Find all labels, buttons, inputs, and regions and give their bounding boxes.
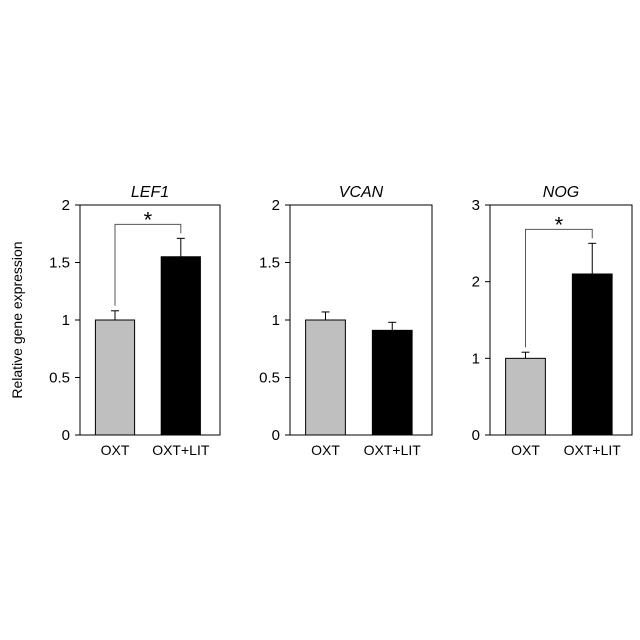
significance-marker: * — [555, 212, 564, 237]
y-axis-label: Relative gene expression — [9, 241, 25, 398]
y-tick-label: 0 — [62, 427, 70, 444]
y-tick-label: 1 — [472, 350, 480, 367]
y-tick-label: 2 — [472, 274, 480, 291]
panel-title: LEF1 — [131, 184, 169, 201]
y-tick-label: 0.5 — [259, 370, 280, 387]
y-tick-label: 0 — [472, 427, 480, 444]
y-tick-label: 1 — [62, 312, 70, 329]
bar-oxt — [506, 358, 546, 435]
y-tick-label: 1 — [272, 312, 280, 329]
panel-title: NOG — [543, 184, 579, 201]
bar-oxt-lit — [372, 330, 412, 435]
panel-title: VCAN — [339, 184, 384, 201]
chart-panel-vcan: VCAN 0 0.5 1 1.5 2 OXT OXT+LIT — [259, 184, 432, 458]
y-tick-label: 2 — [62, 197, 70, 214]
y-tick-label: 0.5 — [49, 370, 70, 387]
bar-oxt-lit — [161, 257, 200, 435]
y-tick-label: 1.5 — [259, 255, 280, 272]
bar-oxt — [306, 320, 346, 435]
category-label: OXT+LIT — [564, 442, 622, 458]
y-tick-label: 3 — [472, 197, 480, 214]
bar-oxt-lit — [572, 274, 612, 435]
y-tick-label: 0 — [272, 427, 280, 444]
category-label: OXT — [101, 442, 130, 458]
y-tick-label: 1.5 — [49, 255, 70, 272]
chart-panel-lef1: LEF1 0 0.5 1 1.5 2 OXT OXT+LIT * — [49, 184, 220, 458]
bar-oxt — [95, 320, 134, 435]
y-tick-label: 2 — [272, 197, 280, 214]
category-label: OXT — [311, 442, 340, 458]
chart-panel-nog: NOG 0 1 2 3 OXT OXT+LIT * — [472, 184, 632, 458]
category-label: OXT — [511, 442, 540, 458]
category-label: OXT+LIT — [364, 442, 422, 458]
category-label: OXT+LIT — [152, 442, 210, 458]
significance-marker: * — [144, 207, 153, 232]
